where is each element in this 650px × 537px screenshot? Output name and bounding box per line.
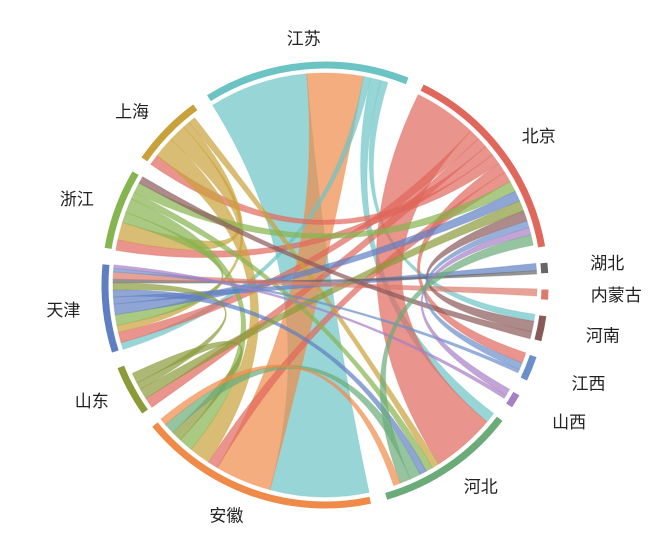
ribbon (188, 117, 440, 469)
node-arc (383, 415, 504, 501)
ribbon (420, 227, 532, 397)
node-label: 天津 (46, 301, 80, 321)
ribbon (139, 200, 525, 400)
ribbon (138, 176, 533, 340)
node-label: 河南 (586, 327, 620, 347)
node-label: 浙江 (60, 190, 94, 210)
node-label: 江苏 (287, 29, 321, 49)
node-label: 湖北 (590, 254, 624, 274)
node-arc (100, 263, 120, 354)
node-arc (504, 390, 521, 409)
node-arc (150, 420, 373, 510)
node-arc (116, 364, 150, 415)
node-label: 河北 (464, 478, 498, 498)
node-label: 上海 (115, 103, 149, 123)
ribbon (112, 267, 521, 374)
ribbon (379, 234, 534, 484)
node-label: 内蒙古 (591, 286, 642, 306)
node-arc (419, 83, 547, 249)
ribbon (160, 364, 402, 487)
node-arc (533, 314, 548, 343)
node-arc (140, 103, 199, 163)
ribbon (116, 121, 244, 333)
node-label: 江西 (572, 374, 606, 394)
ribbons (112, 72, 538, 498)
node-arc (103, 169, 140, 251)
ribbon (112, 269, 538, 284)
node-arc (205, 60, 410, 103)
ribbon (156, 138, 260, 463)
node-label: 安徽 (209, 507, 243, 527)
node-arc (519, 353, 538, 382)
ribbon (131, 340, 243, 441)
node-arc (539, 288, 550, 301)
node-arc (539, 261, 550, 275)
node-label: 山东 (75, 392, 109, 412)
ribbon (113, 264, 507, 400)
ribbon (423, 220, 530, 371)
node-label: 北京 (522, 127, 556, 147)
ribbon (117, 130, 480, 344)
node-label: 山西 (552, 413, 586, 433)
